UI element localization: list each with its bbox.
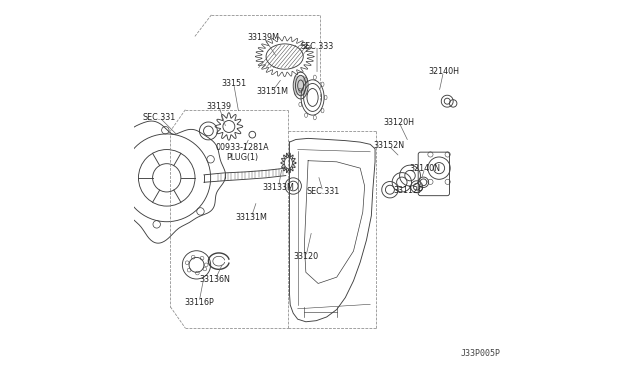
Text: 33112P: 33112P [394, 186, 424, 195]
Text: J33P005P: J33P005P [460, 349, 500, 358]
Text: 33131M: 33131M [236, 213, 267, 222]
Text: 33116P: 33116P [184, 298, 214, 307]
Text: 33133M: 33133M [262, 183, 294, 192]
Text: 33120H: 33120H [383, 118, 414, 126]
Text: 33151: 33151 [221, 79, 246, 88]
Text: 33136N: 33136N [200, 275, 230, 284]
Text: 00933-1281A
PLUG(1): 00933-1281A PLUG(1) [216, 143, 269, 162]
Text: 33120: 33120 [293, 252, 319, 261]
Text: 32140H: 32140H [428, 67, 459, 76]
Text: 33139: 33139 [206, 102, 232, 110]
Text: 32140N: 32140N [410, 164, 440, 173]
Text: SEC.331: SEC.331 [307, 187, 340, 196]
Text: 33139M: 33139M [248, 33, 280, 42]
Text: SEC.331: SEC.331 [143, 113, 176, 122]
Text: SEC.333: SEC.333 [300, 42, 333, 51]
Text: 33151M: 33151M [257, 87, 289, 96]
Text: 33152N: 33152N [373, 141, 404, 150]
